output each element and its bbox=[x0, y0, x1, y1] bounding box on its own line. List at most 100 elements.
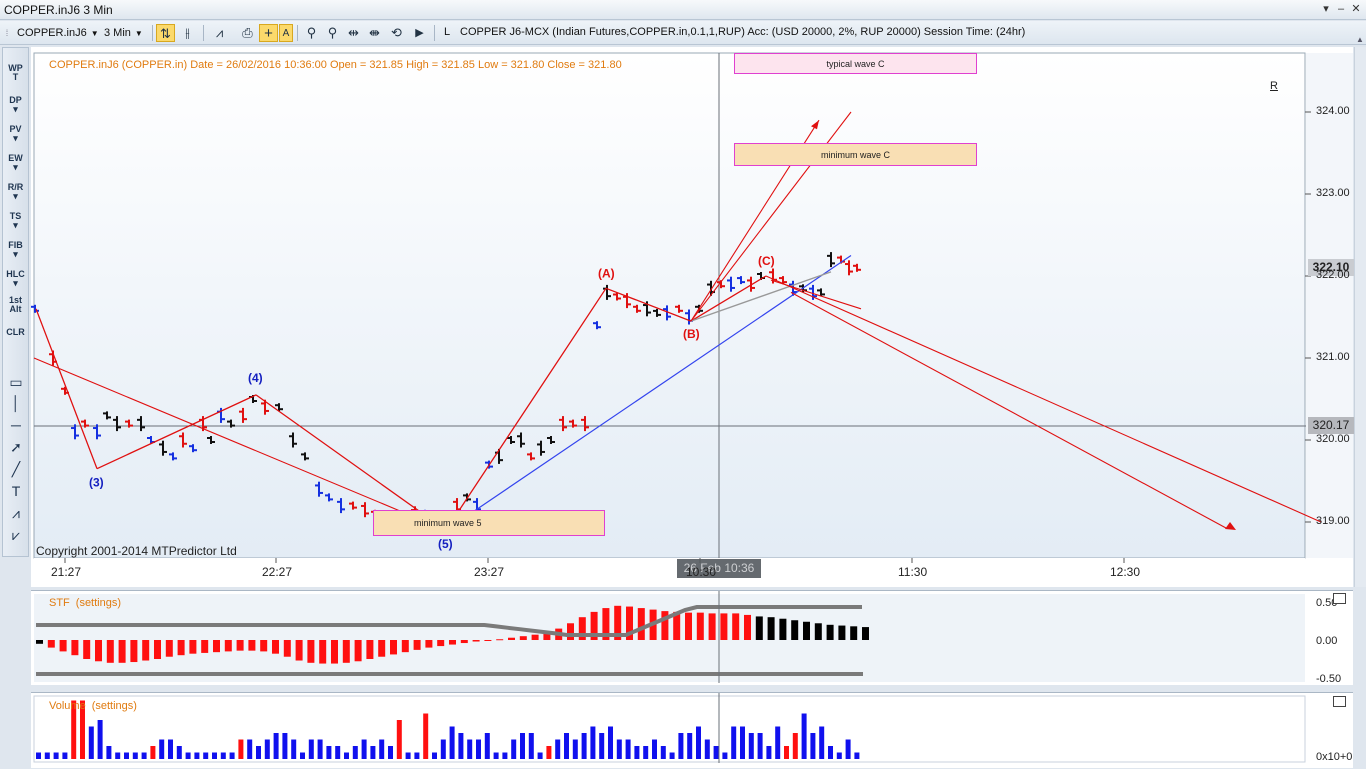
volume-bar bbox=[652, 739, 657, 759]
rectangle-tool-icon[interactable]: ▭ bbox=[9, 374, 23, 390]
wave-line bbox=[690, 275, 767, 322]
text-tool-icon[interactable]: T bbox=[11, 483, 21, 499]
grip-icon: ⁞ bbox=[5, 28, 9, 38]
stf-bar bbox=[213, 640, 220, 653]
zoom-out-icon: ⚲ bbox=[327, 25, 338, 40]
zoom-out-button[interactable]: ⚲ bbox=[323, 24, 342, 42]
volume-bar bbox=[537, 752, 543, 759]
stf-bar bbox=[189, 640, 197, 654]
volume-bar bbox=[608, 726, 613, 759]
volume-plot-area bbox=[33, 695, 1306, 763]
vertical-line-tool-icon[interactable]: │ bbox=[11, 395, 21, 411]
wave-label: (5) bbox=[438, 537, 453, 551]
tool-clr[interactable]: CLR bbox=[6, 327, 25, 337]
pointer-tool-icon[interactable]: ➚ bbox=[10, 439, 22, 455]
close-button[interactable]: ✕ bbox=[1351, 3, 1361, 15]
tool-wp[interactable]: WP T bbox=[8, 63, 23, 82]
tool-fib[interactable]: FIB ▾ bbox=[8, 240, 23, 259]
window-menu-icon[interactable]: ▾ bbox=[1323, 3, 1329, 15]
volume-bar bbox=[370, 746, 376, 759]
volume-axis-label: 0x10+0 bbox=[1316, 751, 1353, 763]
tool-pv[interactable]: PV ▾ bbox=[9, 124, 22, 143]
stf-bar bbox=[803, 621, 810, 640]
tool-rr[interactable]: R/R ▾ bbox=[7, 182, 24, 201]
zoom-in-button[interactable]: ⚲ bbox=[302, 24, 321, 42]
stf-bar bbox=[177, 640, 185, 656]
stf-bar bbox=[567, 623, 574, 640]
tool-dp[interactable]: DP ▾ bbox=[9, 95, 22, 114]
pitchfork-tool-icon[interactable]: ⩗ bbox=[12, 527, 20, 543]
stf-bar bbox=[508, 637, 515, 640]
stf-bar bbox=[531, 634, 539, 640]
volume-bar bbox=[247, 739, 253, 759]
separator bbox=[203, 25, 204, 41]
volume-maximize-icon[interactable] bbox=[1333, 696, 1346, 707]
auto-scale-button[interactable]: A bbox=[279, 24, 293, 42]
volume-bar bbox=[53, 752, 59, 759]
minimize-button[interactable]: – bbox=[1337, 3, 1345, 15]
layer-label[interactable]: L bbox=[444, 26, 451, 38]
timeframe-select[interactable]: 3 Min ▼ bbox=[99, 24, 149, 42]
stf-bar bbox=[661, 611, 669, 640]
stf-settings-link[interactable]: (settings) bbox=[75, 597, 122, 609]
refresh-button[interactable]: ⟲ bbox=[387, 24, 406, 42]
volume-bar bbox=[660, 746, 666, 759]
print-button[interactable]: ⎙ bbox=[238, 24, 257, 42]
stf-bar bbox=[696, 612, 704, 640]
volume-bar bbox=[264, 739, 270, 759]
expand-bars-button[interactable]: ⇹ bbox=[344, 24, 363, 42]
stf-bar bbox=[425, 640, 433, 648]
tool-1st-alt[interactable]: 1st Alt bbox=[8, 295, 22, 314]
volume-bar bbox=[405, 752, 411, 759]
play-button[interactable]: ▶ bbox=[410, 24, 429, 42]
crosshair-button[interactable]: + bbox=[259, 24, 278, 42]
stf-bar bbox=[673, 611, 681, 640]
price-chart[interactable]: (3) (4) (5) (A) (B) (C) bbox=[31, 47, 1353, 587]
volume-bar bbox=[273, 733, 279, 759]
volume-bar bbox=[713, 746, 719, 759]
volume-bar bbox=[44, 752, 50, 759]
symbol-select[interactable]: COPPER.inJ6 ▼ bbox=[12, 24, 99, 42]
minimum-wave-5-box[interactable]: minimum wave 5 bbox=[373, 510, 605, 536]
scroll-up-icon[interactable]: ▲ bbox=[1356, 35, 1364, 44]
stf-bar bbox=[118, 640, 126, 663]
trendline-tool-icon[interactable]: ╱ bbox=[11, 461, 21, 477]
volume-bar bbox=[766, 746, 772, 759]
chart-header: COPPER.inJ6 (COPPER.in) Date = 26/02/201… bbox=[49, 59, 622, 71]
stf-bar bbox=[142, 640, 150, 661]
tool-ew[interactable]: EW ▾ bbox=[8, 153, 23, 172]
volume-pane[interactable] bbox=[31, 692, 1353, 768]
volume-bar bbox=[810, 733, 816, 759]
volume-bar bbox=[731, 726, 737, 759]
tool-ts[interactable]: TS ▾ bbox=[9, 211, 22, 230]
symbol-select-value: COPPER.inJ6 bbox=[17, 27, 87, 39]
line-chart-button[interactable]: ⩘ bbox=[210, 24, 229, 42]
stf-bar bbox=[248, 640, 256, 651]
compress-bars-button[interactable]: ⇼ bbox=[365, 24, 384, 42]
stf-maximize-icon[interactable] bbox=[1333, 593, 1346, 604]
stf-bar bbox=[472, 640, 480, 642]
channel-tool-icon[interactable]: ⩘ bbox=[12, 505, 20, 521]
bar-chart-type-button[interactable]: ⫲ bbox=[178, 24, 197, 42]
volume-bar bbox=[440, 739, 446, 759]
volume-bar bbox=[634, 746, 640, 759]
r-marker[interactable]: R bbox=[1270, 80, 1278, 92]
sort-bars-button[interactable]: ⇅ bbox=[156, 24, 175, 42]
volume-bar bbox=[449, 726, 455, 759]
volume-bar bbox=[106, 746, 112, 759]
horizontal-line-tool-icon[interactable]: ─ bbox=[11, 417, 21, 433]
vertical-scrollbar[interactable]: ▲ bbox=[1354, 35, 1366, 587]
volume-settings-link[interactable]: (settings) bbox=[91, 700, 137, 712]
stf-bar bbox=[755, 616, 763, 640]
crosshair-icon: + bbox=[264, 25, 273, 42]
y-tick-label: 324.00 bbox=[1316, 105, 1350, 117]
minimum-wave-c-box[interactable]: minimum wave C bbox=[734, 143, 977, 166]
price-chart-canvas[interactable]: (3) (4) (5) (A) (B) (C) bbox=[31, 47, 1353, 587]
typical-wave-c-box[interactable]: typical wave C bbox=[734, 53, 977, 74]
stf-indicator-pane[interactable]: 0.50 0.00 -0.50 bbox=[31, 590, 1353, 685]
stf-bar bbox=[413, 640, 421, 650]
stf-bar bbox=[720, 613, 728, 640]
volume-chart-canvas bbox=[33, 693, 1306, 763]
tool-hlc[interactable]: HLC ▾ bbox=[6, 269, 25, 288]
price-axis bbox=[1306, 53, 1353, 558]
